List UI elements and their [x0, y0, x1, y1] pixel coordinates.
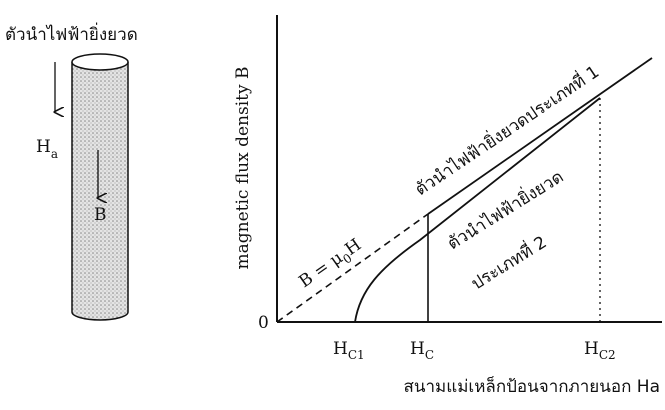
text-part: H — [410, 339, 425, 359]
text-part: C — [425, 348, 434, 362]
text-part: H — [584, 339, 599, 359]
x-marker: HC — [410, 339, 434, 362]
text-part: B = μ — [295, 248, 346, 292]
text-part: H — [333, 339, 348, 359]
x-axis-label: สนามแม่เหล็กป้อนจากภายนอก Ha — [403, 375, 660, 397]
internal-field-label: B — [94, 205, 107, 225]
applied-field-label: Ha — [36, 137, 58, 161]
text-part: a — [51, 147, 58, 161]
text-part: C2 — [599, 348, 616, 362]
dashed-line — [277, 214, 428, 322]
panel-title: ตัวนำไฟฟ้ายิ่งยวด — [5, 22, 138, 45]
text-part: H — [36, 137, 51, 157]
type1-label: ตัวนำไฟฟ้ายิ่งยวดประเภทที่ 1 — [410, 59, 603, 200]
x-marker: HC2 — [584, 339, 616, 362]
y-axis-label: magnetic flux density B — [233, 66, 253, 269]
x-marker: HC1 — [333, 339, 365, 362]
type2-label: ประเภทที่ 2 — [466, 230, 550, 294]
origin-label: 0 — [258, 313, 269, 333]
figure: ตัวนำไฟฟ้ายิ่งยวด Ha B magnetic flux den… — [0, 0, 665, 410]
cylinder — [72, 54, 128, 320]
text-part: C1 — [348, 348, 365, 362]
type2-label: ตัวนำไฟฟ้ายิ่งยวด — [442, 164, 567, 254]
